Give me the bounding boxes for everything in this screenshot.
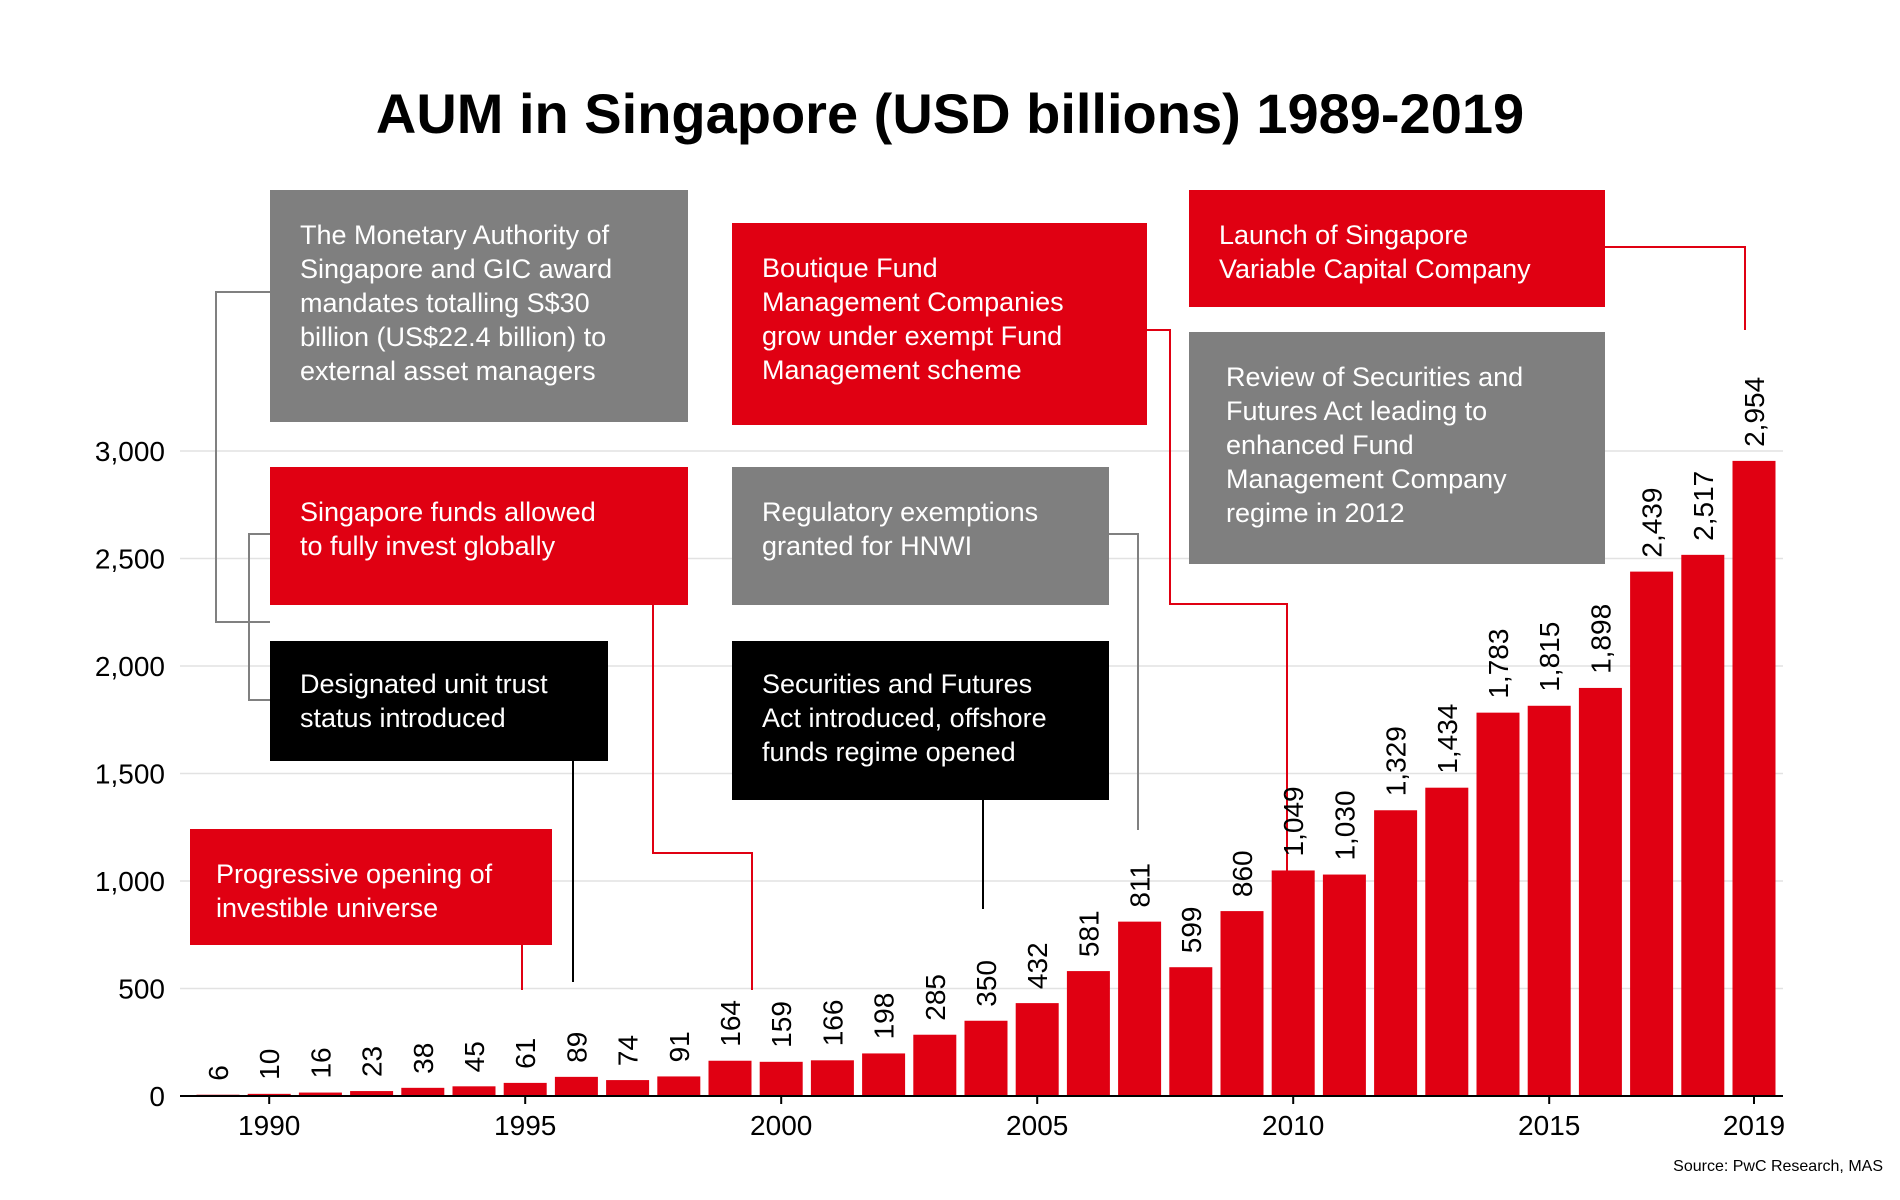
value-label-2010: 1,049 [1278,786,1309,856]
bar-1997 [606,1080,650,1096]
bar-2002 [862,1053,906,1096]
bar-2009 [1220,911,1264,1096]
bar-1998 [657,1076,701,1096]
annotation-sfa: Securities and Futures Act introduced, o… [732,641,1109,800]
y-tick-label: 0 [149,1081,165,1112]
y-tick-label: 1,000 [95,866,165,897]
value-label-2015: 1,815 [1534,622,1565,692]
x-axis-ticks: 1990 1995 2000 2005 2010 2015 2019 [238,1096,1785,1141]
value-label-1997: 74 [613,1035,644,1066]
x-tick-label: 2005 [1006,1110,1068,1141]
bar-1990 [247,1093,291,1096]
bar-1991 [298,1092,342,1096]
bar-2017 [1630,571,1674,1096]
x-tick-label: 1990 [238,1110,300,1141]
value-label-2007: 811 [1125,863,1156,908]
annotation-progressive: Progressive opening of investible univer… [190,829,552,945]
annotation-unit-trust: Designated unit trust status introduced [270,641,608,761]
connector-vcc [1605,246,1746,330]
value-label-2019: 2,954 [1739,377,1770,447]
bar-1994 [452,1086,496,1096]
value-label-1998: 91 [664,1031,695,1062]
value-label-1994: 45 [459,1041,490,1072]
value-label-2002: 198 [869,993,900,1040]
value-label-1990: 10 [254,1049,285,1080]
value-label-1993: 38 [408,1043,439,1074]
x-tick-label: 2000 [750,1110,812,1141]
annotation-funds-global: Singapore funds allowed to fully invest … [270,467,688,605]
bar-2005 [1015,1003,1059,1096]
bar-1996 [554,1076,598,1096]
bar-2006 [1066,971,1110,1096]
x-tick-label: 1995 [494,1110,556,1141]
connector-mas-gic [215,291,270,623]
value-labels: 6 10 16 23 38 45 61 89 74 91 164 159 166 198 285 350 432… [203,377,1770,1081]
chart-title: AUM in Singapore (USD billions) 1989-201… [376,82,1524,145]
value-label-2017: 2,439 [1637,488,1668,558]
bar-2012 [1374,810,1418,1096]
x-tick-label: 2019 [1723,1110,1785,1141]
connector-funds-global [248,533,270,701]
source-note: Source: PwC Research, MAS [1673,1158,1883,1175]
value-label-2004: 350 [971,960,1002,1007]
value-label-2016: 1,898 [1585,604,1616,674]
value-label-2005: 432 [1022,942,1053,989]
connector-hnwi [1108,533,1139,830]
value-label-2000: 159 [766,1001,797,1048]
bars [196,460,1776,1096]
annotation-vcc: Launch of Singapore Variable Capital Com… [1189,190,1605,307]
bar-1992 [350,1091,394,1096]
connector-funds-global-bar [652,603,753,990]
bar-2013 [1425,787,1469,1096]
value-label-2001: 166 [817,1000,848,1047]
bar-2008 [1169,967,1213,1096]
value-label-2014: 1,783 [1483,629,1514,699]
bar-2014 [1476,712,1520,1096]
annotation-mas-gic: The Monetary Authority of Singapore and … [270,190,688,422]
value-label-2008: 599 [1176,906,1207,953]
value-label-1999: 164 [715,1000,746,1047]
value-label-2009: 860 [1227,850,1258,897]
bar-1993 [401,1087,445,1096]
value-label-2011: 1,030 [1329,790,1360,860]
bar-2007 [1118,921,1162,1096]
bar-2019 [1732,460,1776,1096]
value-label-2006: 581 [1073,910,1104,957]
bar-2016 [1578,687,1622,1096]
annotation-hnwi: Regulatory exemptions granted for HNWI [732,467,1109,605]
value-label-1991: 16 [305,1047,336,1078]
bar-1999 [708,1060,752,1096]
connector-boutique [1147,329,1288,872]
value-label-1996: 89 [561,1032,592,1063]
bar-2018 [1681,554,1725,1096]
bar-2004 [964,1020,1008,1096]
bar-2015 [1527,705,1571,1096]
bar-2000 [759,1061,803,1096]
value-label-1995: 61 [510,1038,541,1069]
value-label-2013: 1,434 [1432,704,1463,774]
annotation-boutique: Boutique Fund Management Companies grow … [732,223,1147,425]
y-tick-label: 1,500 [95,759,165,790]
x-tick-label: 2010 [1262,1110,1324,1141]
y-axis-ticks: 0 500 1,000 1,500 2,000 2,500 3,000 [95,436,165,1112]
value-label-1989: 6 [203,1065,234,1081]
y-tick-label: 2,500 [95,544,165,575]
value-label-2012: 1,329 [1381,726,1412,796]
value-label-2018: 2,517 [1688,471,1719,541]
value-label-2003: 285 [920,974,951,1021]
bar-2010 [1271,870,1315,1096]
bar-2001 [810,1060,854,1096]
annotation-sfa-review: Review of Securities and Futures Act lea… [1189,332,1605,564]
bar-2011 [1322,874,1366,1096]
annotation-connectors [215,246,1746,990]
bar-1995 [503,1082,547,1096]
y-tick-label: 500 [118,974,165,1005]
y-tick-label: 3,000 [95,436,165,467]
value-label-1992: 23 [357,1046,388,1077]
y-tick-label: 2,000 [95,651,165,682]
bar-2003 [913,1034,957,1096]
x-tick-label: 2015 [1518,1110,1580,1141]
